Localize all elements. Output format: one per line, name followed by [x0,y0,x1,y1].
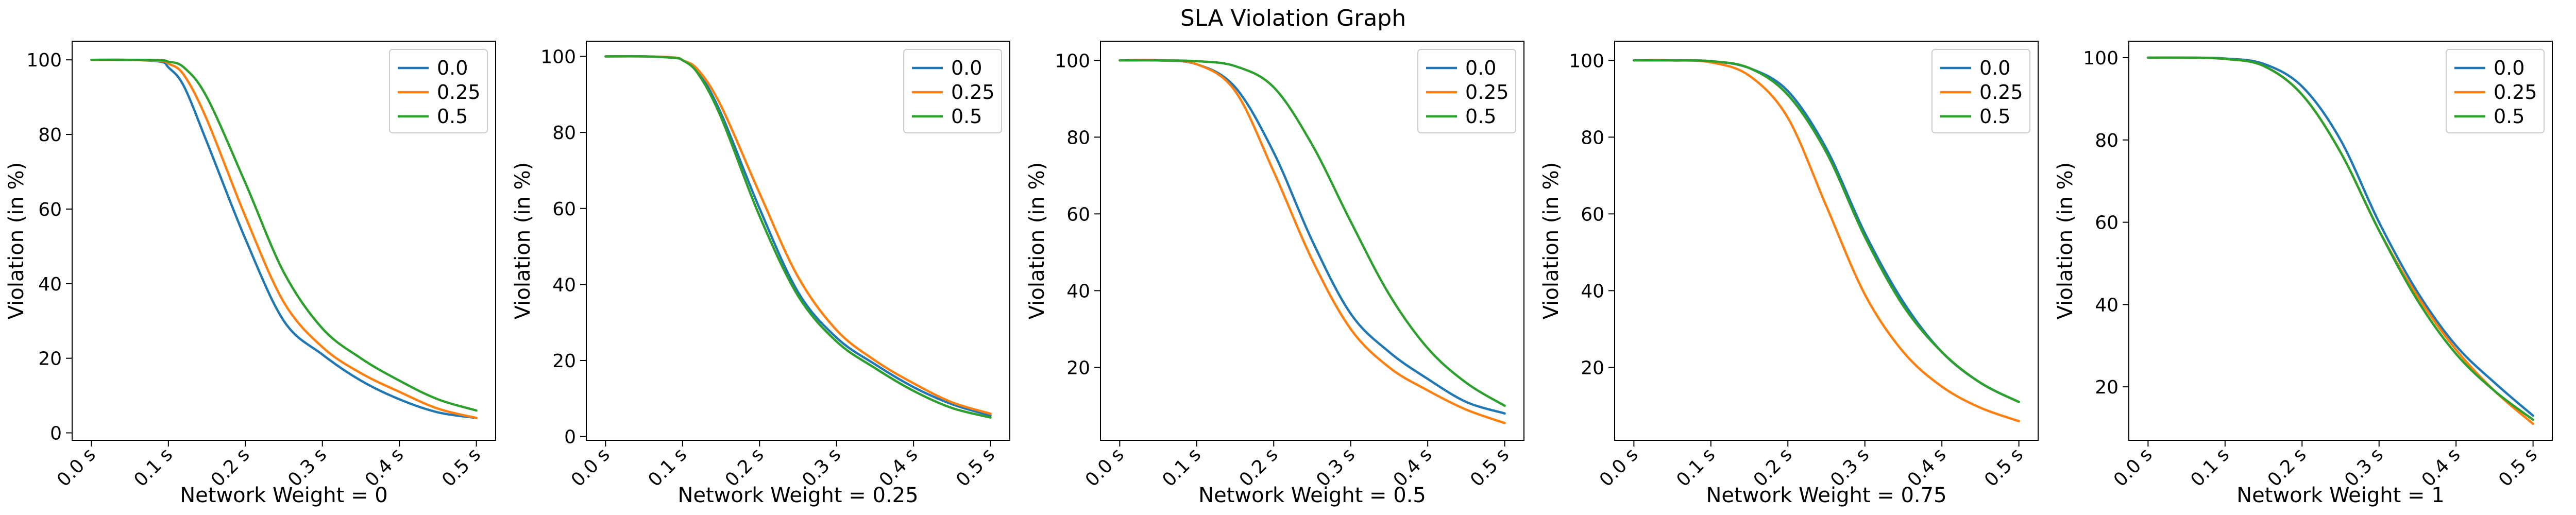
legend-label: 0.0 [2494,57,2524,79]
legend-label: 0.25 [437,81,481,104]
y-tick-label: 60 [1581,204,1604,225]
y-tick-label: 60 [38,199,62,220]
legend-label: 0.25 [1979,81,2023,104]
plot-frame [2128,41,2553,441]
y-tick-label: 80 [1066,127,1090,148]
plot-frame [586,41,1010,441]
y-tick-label: 100 [1569,50,1604,72]
y-tick-label: 40 [1066,281,1090,302]
x-axis-label: Network Weight = 0 [180,484,387,507]
legend-label: 0.5 [437,105,468,128]
x-tick-label: 0.5 s [1980,444,2027,491]
y-axis-label: Violation (in %) [5,162,28,319]
legend: 0.00.250.5 [903,49,1002,133]
y-axis-label: Violation (in %) [1539,162,1563,319]
y-tick-label: 20 [1066,357,1090,379]
series-line-0.5 [90,58,478,412]
legend-box [1931,49,2030,133]
y-tick-label: 40 [38,274,62,295]
plot-frame [1614,41,2039,441]
x-tick-label: 0.0 s [567,444,614,491]
y-tick-label: 100 [1055,50,1090,72]
legend: 0.00.250.5 [1931,49,2030,133]
y-tick-label: 20 [2095,377,2119,398]
legend-label: 0.25 [951,81,995,104]
plot-frame [1100,41,1524,441]
series-line-0.5 [1633,59,2020,403]
legend-label: 0.0 [1465,57,1496,79]
series-line-0.5 [604,55,992,419]
y-tick-label: 80 [552,123,576,144]
y-tick-label: 80 [38,125,62,146]
x-tick-label: 0.5 s [438,444,485,491]
y-axis-label: Violation (in %) [2054,162,2077,319]
x-axis-label: Network Weight = 0.25 [677,484,918,507]
legend-label: 0.0 [1979,57,2010,79]
y-tick-label: 60 [1066,204,1090,225]
x-axis-label: Network Weight = 0.75 [1706,484,1946,507]
series-line-0.0 [90,58,478,419]
y-tick-label: 80 [2095,130,2119,151]
y-tick-label: 40 [552,274,576,296]
x-tick-label: 0.5 s [2495,444,2541,491]
x-tick-label: 0.1 s [130,444,177,491]
x-tick-label: 0.0 s [53,444,100,491]
y-tick-label: 20 [552,351,576,372]
x-tick-label: 0.1 s [2187,444,2233,491]
x-tick-label: 0.5 s [1466,444,1513,491]
legend-label: 0.5 [951,105,982,128]
figure-title: SLA Violation Graph [1180,5,1406,31]
legend-label: 0.5 [1465,105,1496,128]
legend: 0.00.250.5 [1417,49,1516,133]
legend-label: 0.0 [437,57,468,79]
y-tick-label: 40 [2095,295,2119,316]
series-line-0.5 [1118,59,1506,407]
x-tick-label: 0.0 s [2110,444,2157,491]
y-tick-label: 60 [2095,213,2119,234]
series-line-0.5 [2147,56,2534,421]
y-tick-label: 100 [26,50,62,71]
y-axis-label: Violation (in %) [1025,162,1049,319]
x-tick-label: 0.5 s [952,444,999,491]
legend-box [389,49,488,133]
y-tick-label: 0 [50,423,62,444]
x-tick-label: 0.0 s [1596,444,1642,491]
legend: 0.00.250.5 [2446,49,2545,133]
y-tick-label: 100 [540,47,576,68]
y-tick-label: 20 [1581,357,1604,379]
x-axis-label: Network Weight = 1 [2236,484,2444,507]
y-axis-label: Violation (in %) [511,162,535,319]
legend-label: 0.5 [1979,105,2010,128]
y-tick-label: 40 [1581,281,1604,302]
plot-frame [72,41,496,441]
series-line-0.25 [1118,59,1506,424]
legend-label: 0.5 [2494,105,2524,128]
y-tick-label: 100 [2083,48,2119,69]
legend-box [1417,49,1516,133]
x-axis-label: Network Weight = 0.5 [1198,484,1426,507]
y-tick-label: 0 [564,427,576,448]
legend-label: 0.25 [1465,81,1509,104]
legend: 0.00.250.5 [389,49,488,133]
legend-label: 0.0 [951,57,982,79]
x-tick-label: 0.0 s [1081,444,1128,491]
legend-box [2446,49,2545,133]
y-tick-label: 60 [552,199,576,220]
legend-box [903,49,1002,133]
y-tick-label: 80 [1581,127,1604,148]
legend-label: 0.25 [2494,81,2537,104]
y-tick-label: 20 [38,349,62,370]
